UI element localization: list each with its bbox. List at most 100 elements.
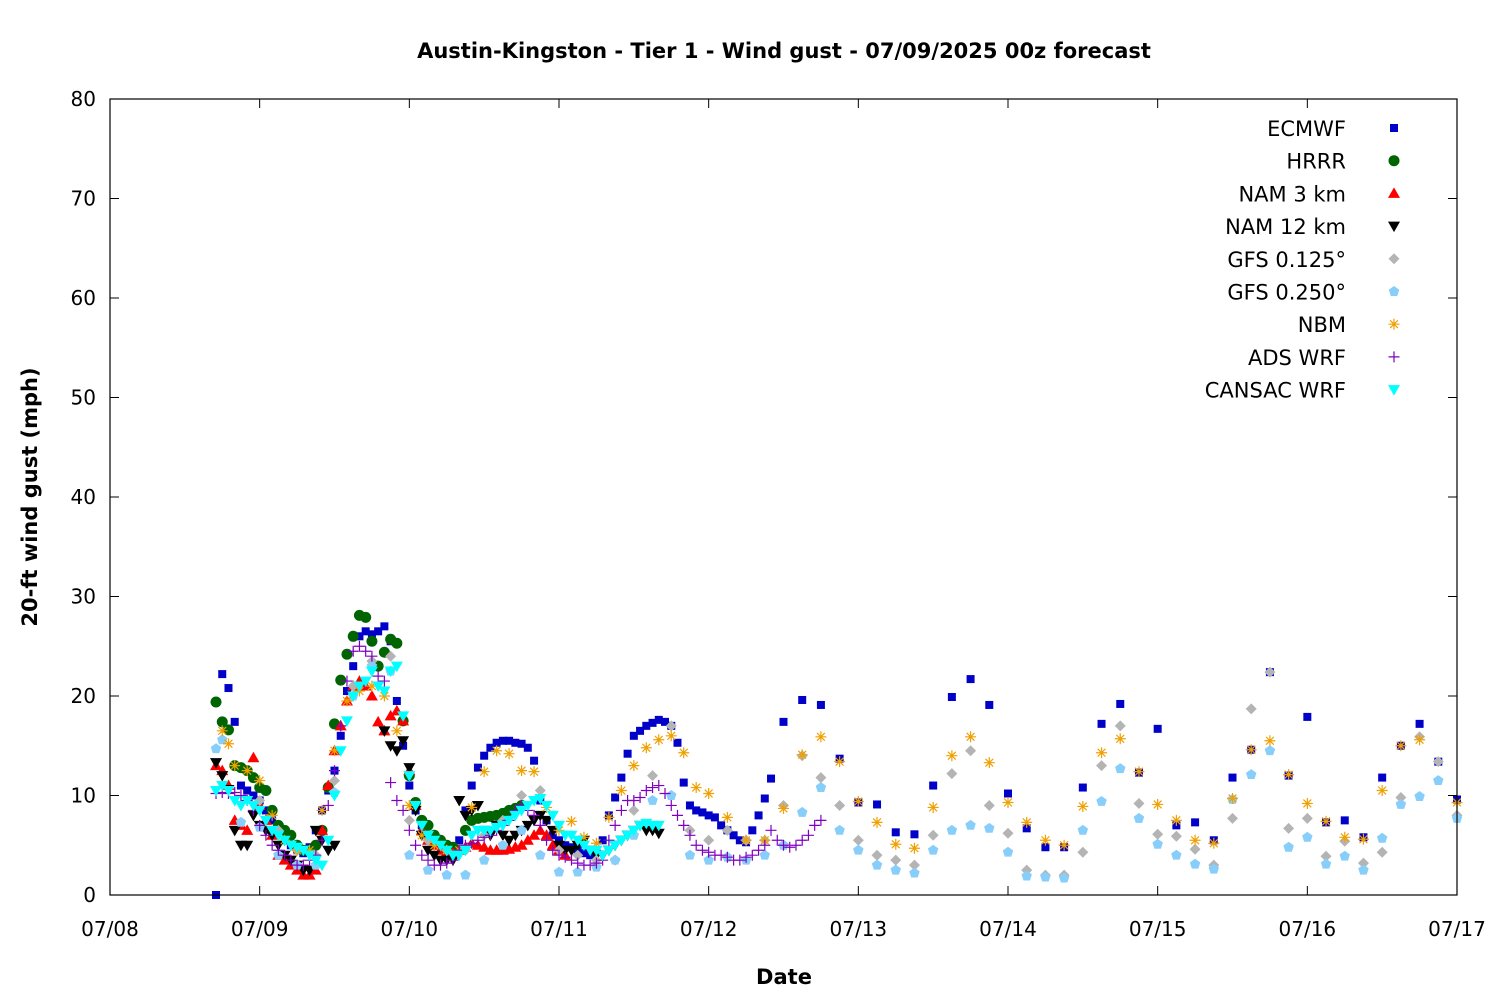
- data-point: [266, 825, 279, 837]
- data-point: [984, 822, 995, 833]
- data-point: [498, 736, 507, 745]
- data-point: [422, 854, 434, 866]
- data-point: [1228, 773, 1237, 782]
- series-ads-wrf: [210, 640, 827, 871]
- y-tick-label: 50: [71, 386, 96, 410]
- data-point: [798, 695, 807, 704]
- data-point: [1320, 815, 1332, 827]
- data-point: [908, 859, 920, 871]
- data-point: [403, 814, 415, 826]
- data-point: [404, 849, 415, 860]
- data-point: [598, 836, 607, 845]
- data-point: [966, 675, 975, 684]
- legend-label: ADS WRF: [1248, 346, 1346, 370]
- data-point: [690, 839, 702, 851]
- data-point: [361, 627, 370, 636]
- data-point: [392, 696, 401, 705]
- data-point: [740, 851, 752, 863]
- data-point: [335, 674, 347, 686]
- data-point: [927, 829, 939, 841]
- data-point: [266, 839, 278, 851]
- data-point: [523, 743, 532, 752]
- data-point: [391, 794, 403, 806]
- data-point: [360, 645, 372, 657]
- data-point: [374, 627, 383, 636]
- data-point: [1170, 814, 1182, 826]
- data-point: [1302, 831, 1313, 842]
- data-point: [360, 611, 372, 623]
- data-point: [698, 808, 707, 817]
- data-point: [322, 835, 335, 847]
- data-point: [310, 839, 322, 851]
- data-point: [422, 864, 434, 875]
- data-point: [1358, 864, 1369, 875]
- data-point: [1096, 747, 1108, 759]
- data-point: [342, 687, 351, 696]
- data-point: [453, 795, 466, 807]
- data-point: [492, 738, 501, 747]
- data-point: [422, 830, 435, 842]
- data-point: [546, 810, 559, 822]
- data-point: [521, 820, 534, 832]
- data-point: [1433, 775, 1444, 786]
- data-point: [328, 791, 341, 802]
- y-tick-label: 10: [71, 784, 96, 808]
- data-point: [615, 835, 628, 847]
- data-point: [428, 835, 441, 847]
- data-point: [553, 866, 565, 877]
- data-point: [547, 844, 559, 856]
- data-point: [1152, 828, 1164, 840]
- data-point: [516, 765, 528, 777]
- x-tick-label: 07/12: [680, 917, 738, 941]
- data-point: [634, 791, 646, 803]
- data-point: [503, 815, 516, 827]
- data-point: [347, 645, 359, 657]
- data-point: [652, 820, 665, 832]
- data-point: [1376, 846, 1388, 858]
- data-point: [609, 840, 622, 852]
- data-point: [1115, 763, 1126, 774]
- data-point: [1133, 797, 1145, 809]
- data-point: [478, 841, 491, 852]
- data-point: [509, 810, 522, 822]
- data-point: [871, 859, 883, 870]
- data-point: [983, 799, 995, 811]
- data-point: [466, 801, 478, 813]
- data-point: [852, 834, 864, 846]
- data-point: [309, 855, 322, 867]
- data-point: [403, 799, 415, 811]
- data-point: [253, 805, 266, 817]
- x-tick-label: 07/17: [1428, 917, 1486, 941]
- data-point: [627, 825, 640, 837]
- data-point: [796, 834, 808, 846]
- data-point: [629, 731, 638, 740]
- data-point: [715, 849, 727, 861]
- data-point: [703, 846, 715, 858]
- data-point: [279, 849, 291, 861]
- data-point: [609, 854, 621, 865]
- data-point: [378, 686, 391, 698]
- data-point: [366, 635, 378, 647]
- data-point: [515, 805, 528, 817]
- data-point: [416, 849, 428, 861]
- data-point: [285, 854, 297, 866]
- data-point: [1395, 740, 1407, 752]
- data-point: [216, 716, 228, 728]
- data-point: [297, 859, 309, 871]
- data-point: [754, 811, 763, 820]
- data-point: [1264, 745, 1276, 756]
- data-point: [467, 781, 476, 790]
- data-point: [441, 869, 452, 880]
- data-point: [297, 845, 310, 857]
- data-point: [603, 834, 615, 846]
- data-point: [391, 725, 403, 737]
- data-point: [441, 857, 453, 869]
- data-point: [679, 778, 688, 787]
- data-point: [815, 782, 827, 792]
- data-point: [1191, 818, 1200, 827]
- data-point: [1414, 734, 1426, 746]
- data-point: [1058, 839, 1070, 851]
- data-point: [673, 738, 682, 747]
- data-point: [491, 745, 503, 757]
- data-point: [303, 850, 316, 862]
